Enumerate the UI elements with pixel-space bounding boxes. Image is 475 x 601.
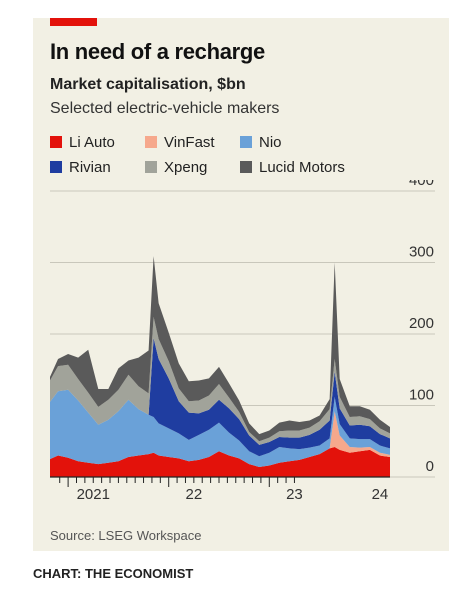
- legend-swatch: [50, 136, 62, 148]
- legend-label: Lucid Motors: [259, 158, 345, 176]
- legend-item-nio: Nio: [240, 133, 282, 151]
- legend-item-lucid-motors: Lucid Motors: [240, 158, 345, 176]
- x-tick-label: 24: [372, 486, 389, 503]
- legend-label: VinFast: [164, 133, 215, 151]
- y-tick-label: 0: [426, 458, 434, 475]
- legend-item-rivian: Rivian: [50, 158, 111, 176]
- source-note: Source: LSEG Workspace: [50, 528, 202, 543]
- chart-subtitle: Market capitalisation, $bn: [50, 76, 246, 93]
- legend-label: Rivian: [69, 158, 111, 176]
- area-series-nio: [50, 389, 390, 467]
- x-tick-label: 23: [286, 486, 303, 503]
- chart-credit: CHART: THE ECONOMIST: [33, 566, 194, 581]
- stacked-area-chart: 0 100 200 300 400 2021 22 23 24: [50, 180, 435, 503]
- legend-swatch: [240, 161, 252, 173]
- chart-title: In need of a recharge: [50, 39, 265, 64]
- y-tick-label: 200: [409, 315, 434, 332]
- accent-bar: [50, 18, 97, 26]
- legend-item-xpeng: Xpeng: [145, 158, 207, 176]
- y-tick-label: 300: [409, 244, 434, 261]
- legend-swatch: [50, 161, 62, 173]
- legend-label: Xpeng: [164, 158, 208, 176]
- y-tick-label: 100: [409, 387, 434, 404]
- legend-label: Li Auto: [69, 133, 115, 151]
- chart-description: Selected electric-vehicle makers: [50, 100, 280, 117]
- legend-swatch: [145, 136, 157, 148]
- legend-swatch: [240, 136, 252, 148]
- y-tick-label: 400: [409, 180, 434, 189]
- legend-swatch: [145, 161, 157, 173]
- legend-item-li-auto: Li Auto: [50, 133, 115, 151]
- x-tick-label: 2021: [77, 486, 110, 503]
- area-series-li-auto: [50, 446, 390, 477]
- x-tick-label: 22: [186, 486, 203, 503]
- legend-item-vinfast: VinFast: [145, 133, 215, 151]
- legend-label: Nio: [259, 133, 282, 151]
